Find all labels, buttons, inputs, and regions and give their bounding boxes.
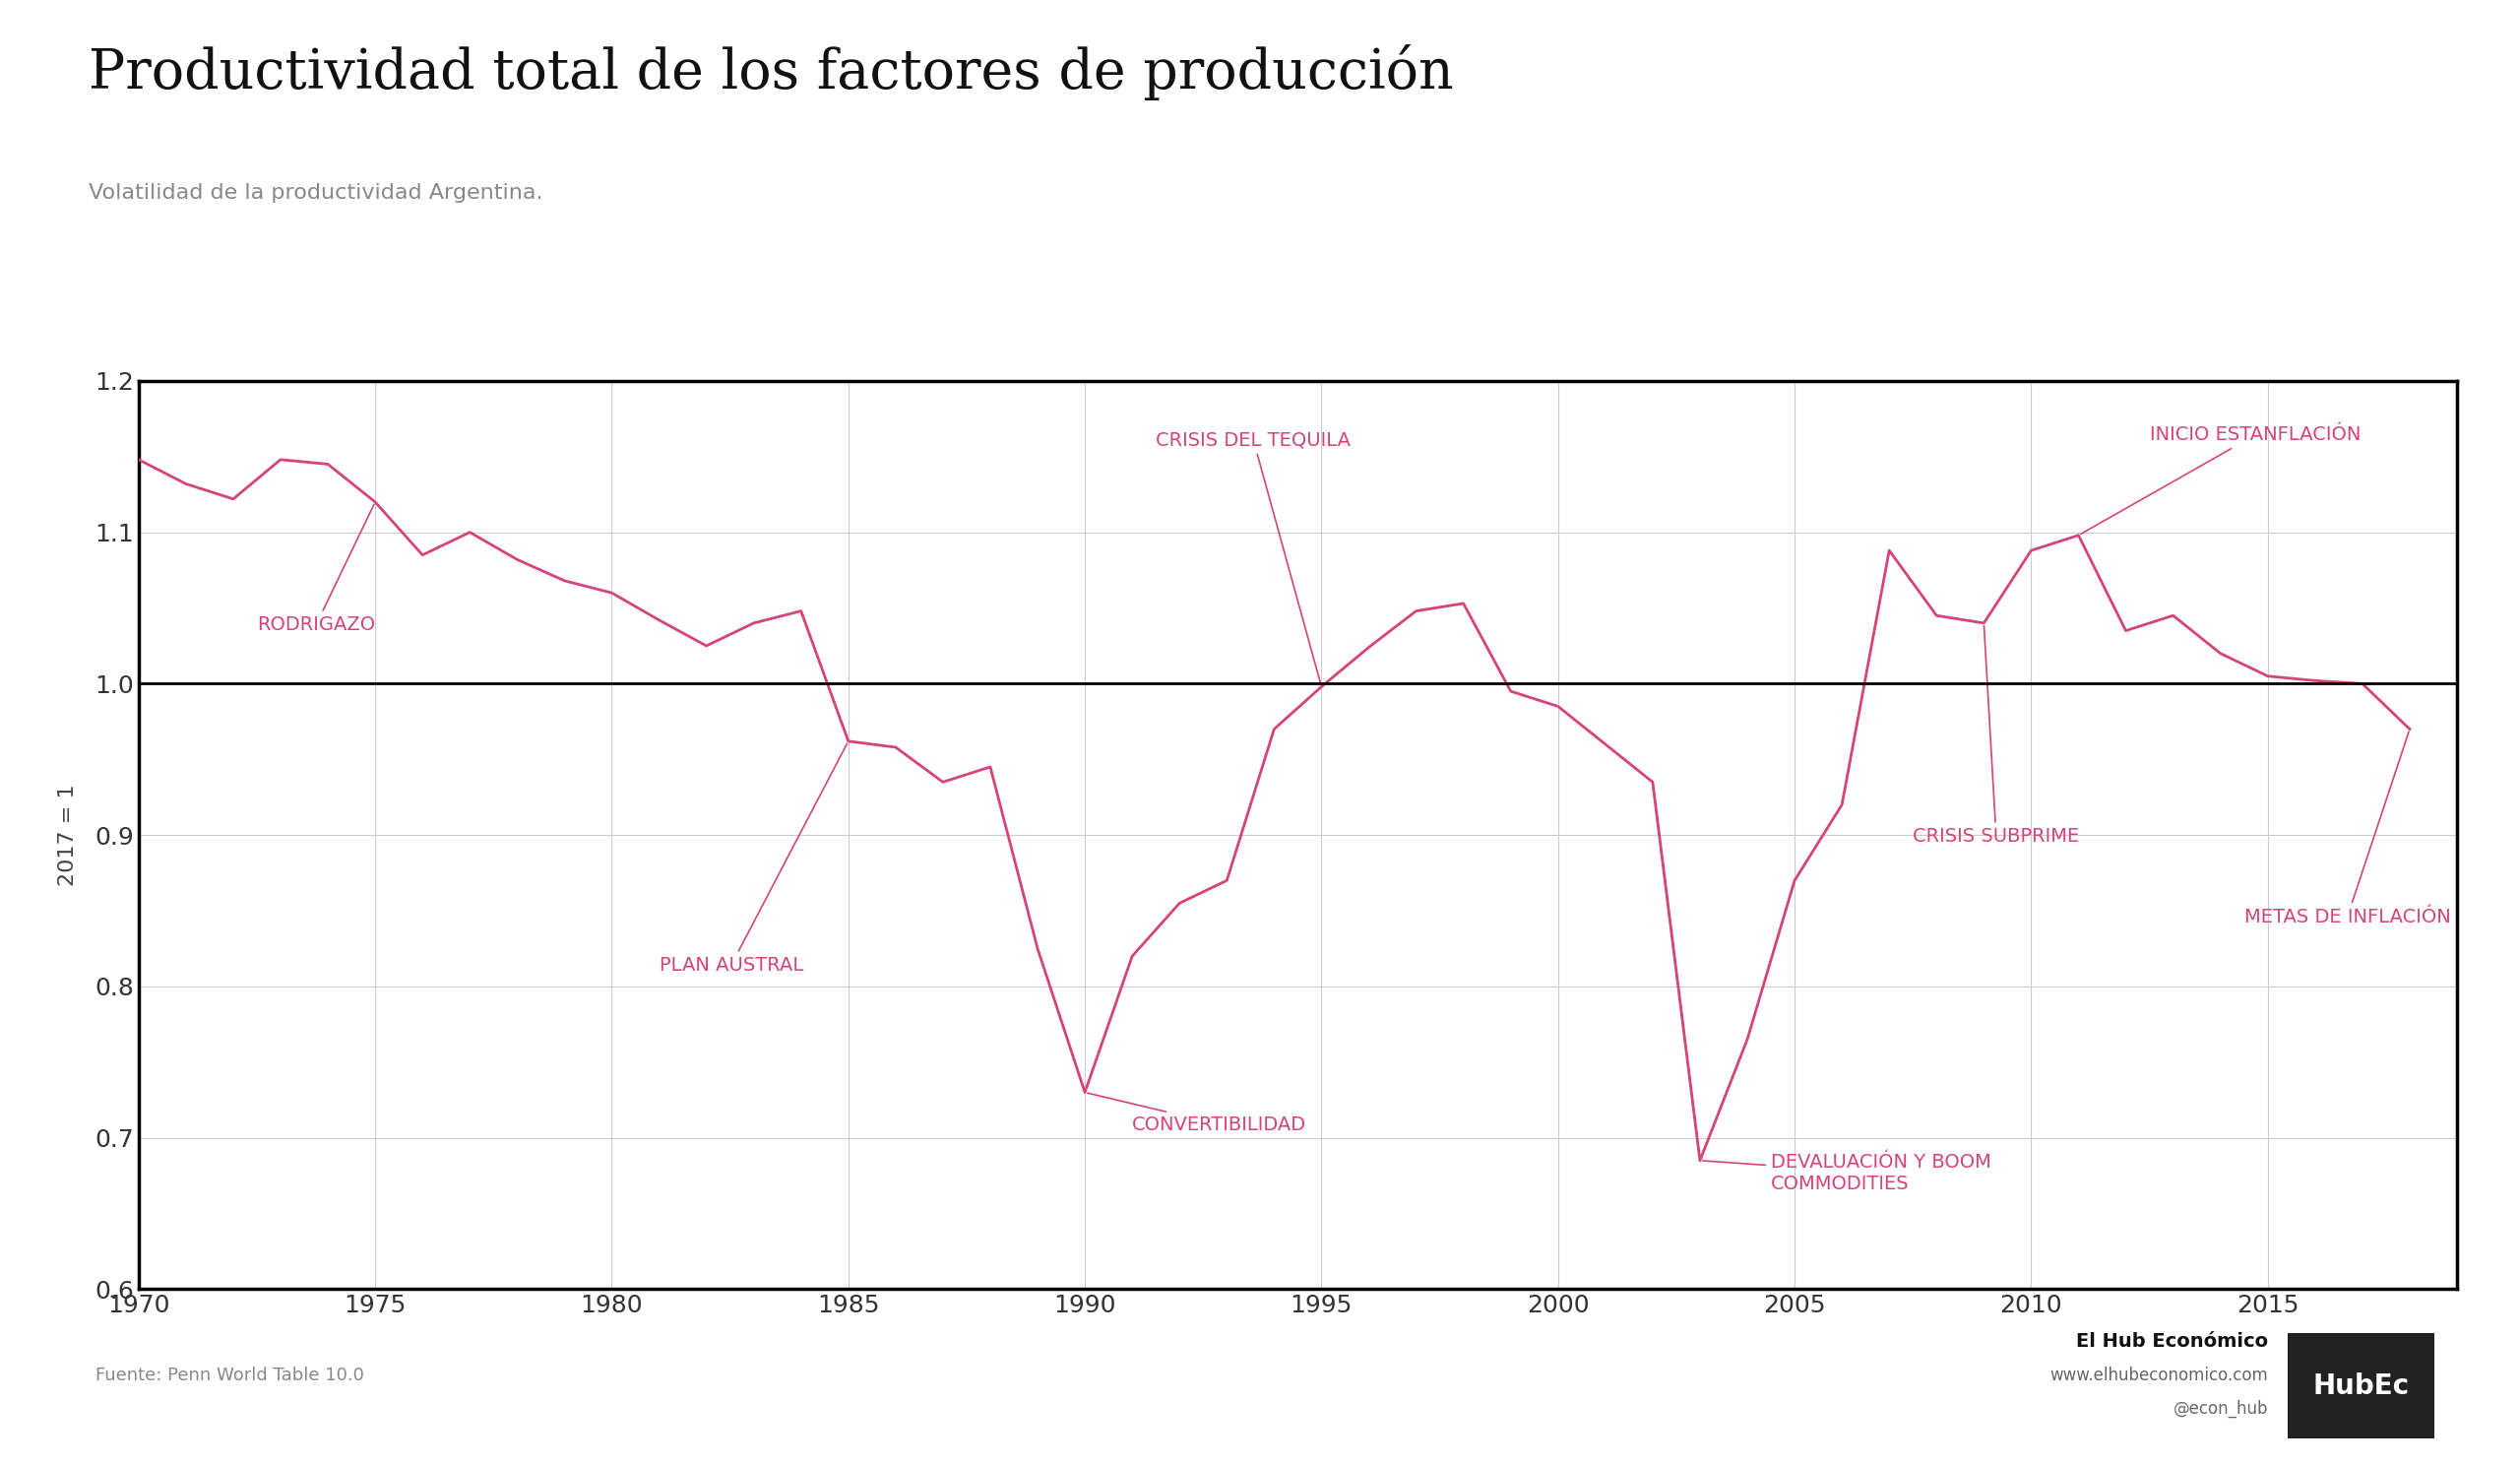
Text: El Hub Económico: El Hub Económico: [2076, 1332, 2268, 1351]
Text: CRISIS SUBPRIME: CRISIS SUBPRIME: [1913, 626, 2079, 847]
Text: Volatilidad de la productividad Argentina.: Volatilidad de la productividad Argentin…: [88, 183, 542, 202]
Text: CRISIS DEL TEQUILA: CRISIS DEL TEQUILA: [1157, 431, 1351, 684]
Y-axis label: 2017 = 1: 2017 = 1: [58, 784, 78, 886]
Text: Productividad total de los factores de producción: Productividad total de los factores de p…: [88, 44, 1454, 100]
Text: METAS DE INFLACIÓN: METAS DE INFLACIÓN: [2245, 731, 2449, 926]
Text: www.elhubeconomico.com: www.elhubeconomico.com: [2049, 1367, 2268, 1384]
Text: RODRIGAZO: RODRIGAZO: [257, 504, 375, 634]
Text: Fuente: Penn World Table 10.0: Fuente: Penn World Table 10.0: [96, 1367, 365, 1384]
Text: INICIO ESTANFLACIÓN: INICIO ESTANFLACIÓN: [2082, 426, 2361, 533]
Text: DEVALUACIÓN Y BOOM
COMMODITIES: DEVALUACIÓN Y BOOM COMMODITIES: [1704, 1153, 1991, 1194]
Text: HubEc: HubEc: [2313, 1373, 2409, 1399]
Text: CONVERTIBILIDAD: CONVERTIBILIDAD: [1089, 1093, 1305, 1134]
Text: PLAN AUSTRAL: PLAN AUSTRAL: [660, 744, 847, 974]
Text: @econ_hub: @econ_hub: [2172, 1401, 2268, 1418]
